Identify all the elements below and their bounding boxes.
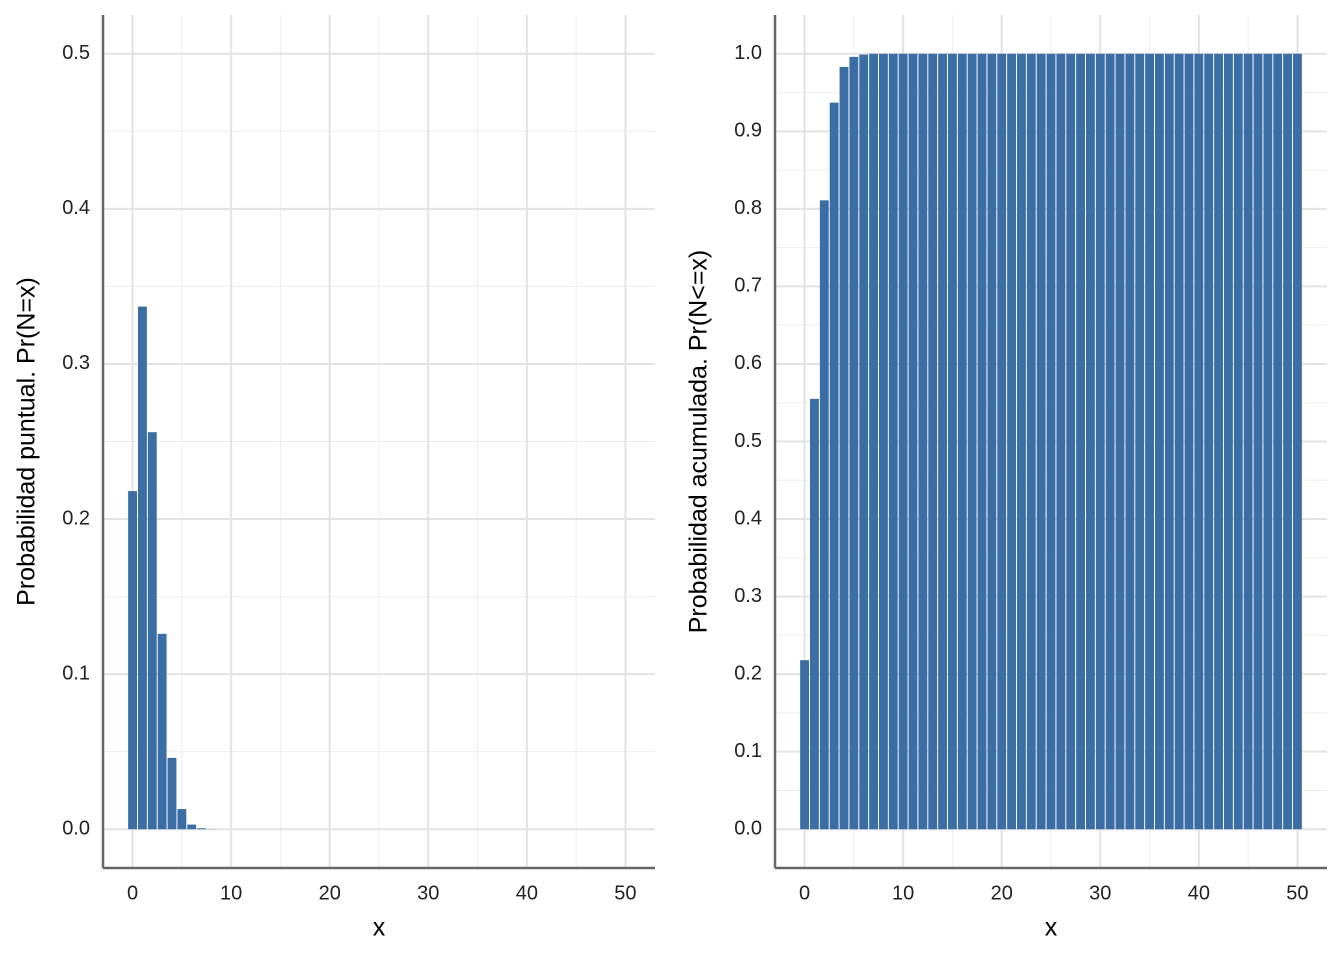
bar bbox=[1036, 53, 1046, 830]
x-axis-label: x bbox=[1045, 914, 1058, 942]
y-tick-label: 0.1 bbox=[734, 740, 762, 762]
x-tick-label: 50 bbox=[1286, 882, 1308, 904]
y-tick-label: 0.0 bbox=[62, 818, 90, 840]
bar bbox=[1154, 53, 1164, 830]
bar bbox=[918, 53, 928, 830]
bar bbox=[1184, 53, 1194, 830]
bar bbox=[1076, 53, 1086, 830]
bar bbox=[1214, 53, 1224, 830]
y-tick-label: 0.1 bbox=[62, 662, 90, 684]
y-tick-label: 0.9 bbox=[734, 120, 762, 142]
bar bbox=[800, 660, 810, 830]
x-tick-label: 30 bbox=[1089, 882, 1111, 904]
x-tick-label: 50 bbox=[614, 882, 636, 904]
bar bbox=[957, 53, 967, 830]
bar bbox=[977, 53, 987, 830]
bar bbox=[1194, 53, 1204, 830]
bar bbox=[849, 56, 859, 830]
bar bbox=[1135, 53, 1145, 830]
x-tick-label: 40 bbox=[1188, 882, 1210, 904]
bar bbox=[1174, 53, 1184, 830]
bar bbox=[1095, 53, 1105, 830]
bar bbox=[1283, 53, 1293, 830]
bar bbox=[809, 398, 819, 830]
bar bbox=[898, 53, 908, 830]
bar bbox=[1085, 53, 1095, 830]
bar bbox=[197, 828, 207, 830]
y-tick-label: 0.6 bbox=[734, 352, 762, 374]
bar bbox=[1263, 53, 1273, 830]
x-tick-label: 30 bbox=[417, 882, 439, 904]
y-tick-label: 0.7 bbox=[734, 275, 762, 297]
bar bbox=[157, 633, 167, 830]
y-tick-label: 0.3 bbox=[62, 352, 90, 374]
bar bbox=[869, 53, 879, 830]
bar bbox=[1233, 53, 1243, 830]
bar bbox=[177, 809, 187, 830]
bar bbox=[938, 53, 948, 830]
bar bbox=[1164, 53, 1174, 830]
bar bbox=[1292, 53, 1302, 830]
bar bbox=[928, 53, 938, 830]
bar bbox=[1016, 53, 1026, 830]
x-tick-label: 10 bbox=[220, 882, 242, 904]
bar bbox=[137, 306, 147, 830]
bar bbox=[967, 53, 977, 830]
bar bbox=[1243, 53, 1253, 830]
x-tick-label: 0 bbox=[127, 882, 138, 904]
y-tick-label: 0.8 bbox=[734, 197, 762, 219]
bar bbox=[1066, 53, 1076, 830]
bar bbox=[1105, 53, 1115, 830]
y-tick-label: 0.2 bbox=[734, 662, 762, 684]
bar bbox=[829, 102, 839, 830]
y-tick-label: 0.4 bbox=[62, 197, 90, 219]
bar bbox=[1056, 53, 1066, 830]
x-tick-label: 10 bbox=[892, 882, 914, 904]
bar bbox=[878, 53, 888, 830]
bar bbox=[888, 53, 898, 830]
bar bbox=[859, 54, 869, 830]
bar bbox=[839, 66, 849, 830]
x-tick-label: 40 bbox=[516, 882, 538, 904]
y-tick-label: 0.5 bbox=[62, 42, 90, 64]
y-tick-label: 1.0 bbox=[734, 42, 762, 64]
y-tick-label: 0.0 bbox=[734, 818, 762, 840]
x-tick-label: 0 bbox=[799, 882, 810, 904]
y-tick-label: 0.2 bbox=[62, 507, 90, 529]
bar bbox=[1145, 53, 1155, 830]
bar bbox=[1253, 53, 1263, 830]
bar bbox=[1223, 53, 1233, 830]
x-tick-label: 20 bbox=[319, 882, 341, 904]
bar bbox=[1026, 53, 1036, 830]
bar bbox=[997, 53, 1007, 830]
bar bbox=[1273, 53, 1283, 830]
bar bbox=[947, 53, 957, 830]
bar bbox=[908, 53, 918, 830]
bar bbox=[1115, 53, 1125, 830]
y-tick-label: 0.5 bbox=[734, 430, 762, 452]
x-tick-label: 20 bbox=[991, 882, 1013, 904]
bar bbox=[128, 491, 138, 830]
y-tick-label: 0.3 bbox=[734, 585, 762, 607]
bar bbox=[1204, 53, 1214, 830]
y-axis-label: Probabilidad acumulada. Pr(N<=x) bbox=[685, 250, 713, 634]
bar bbox=[819, 200, 829, 830]
bar bbox=[147, 432, 157, 830]
bar bbox=[167, 757, 177, 830]
y-tick-label: 0.4 bbox=[734, 507, 762, 529]
bar bbox=[987, 53, 997, 830]
bar bbox=[187, 824, 197, 830]
x-axis-label: x bbox=[373, 914, 386, 942]
bar bbox=[1125, 53, 1135, 830]
bar bbox=[1007, 53, 1017, 830]
bar bbox=[1046, 53, 1056, 830]
y-axis-label: Probabilidad puntual. Pr(N=x) bbox=[13, 277, 41, 606]
